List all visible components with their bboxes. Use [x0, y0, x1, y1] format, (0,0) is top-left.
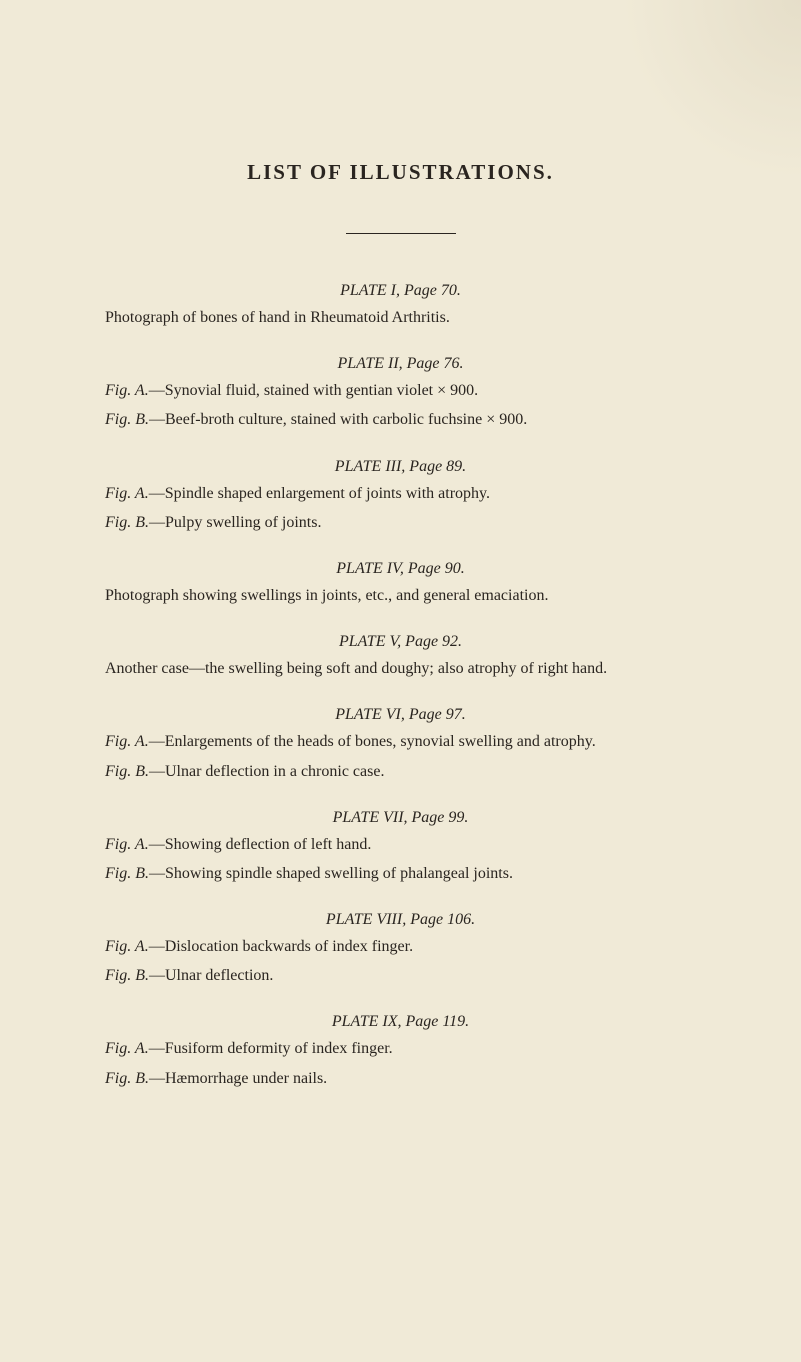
entry-text: —Hæmorrhage under nails.: [149, 1070, 327, 1087]
plate-block: PLATE III, Page 89. Fig. A.—Spindle shape…: [105, 458, 696, 534]
entry-text: Photograph of bones of hand in Rheumatoi…: [105, 309, 450, 326]
entry-text: —Pulpy swelling of joints.: [149, 514, 321, 531]
plate-block: PLATE IV, Page 90. Photograph showing swe…: [105, 560, 696, 607]
plate-block: PLATE I, Page 70. Photograph of bones of …: [105, 282, 696, 329]
fig-label: Fig. A.: [105, 938, 149, 955]
fig-label: Fig. A.: [105, 733, 149, 750]
plate-heading: PLATE VIII, Page 106.: [105, 911, 696, 929]
plate-heading: PLATE VII, Page 99.: [105, 809, 696, 827]
plate-block: PLATE VIII, Page 106. Fig. A.—Dislocation…: [105, 911, 696, 987]
entry-text: Photograph showing swellings in joints, …: [105, 587, 548, 604]
entry-line: Photograph of bones of hand in Rheumatoi…: [105, 306, 696, 329]
entry-line: Fig. A.—Showing deflection of left hand.: [105, 833, 696, 856]
page-title: LIST OF ILLUSTRATIONS.: [105, 160, 696, 185]
plate-heading: PLATE II, Page 76.: [105, 355, 696, 373]
fig-label: Fig. A.: [105, 382, 149, 399]
page-vignette: [621, 0, 801, 180]
entry-text: —Spindle shaped enlargement of joints wi…: [149, 485, 490, 502]
fig-label: Fig. A.: [105, 485, 149, 502]
plates-container: PLATE I, Page 70. Photograph of bones of …: [105, 282, 696, 1090]
entry-line: Fig. B.—Ulnar deflection in a chronic ca…: [105, 760, 696, 783]
plate-block: PLATE VI, Page 97. Fig. A.—Enlargements o…: [105, 706, 696, 782]
fig-label: Fig. A.: [105, 1040, 149, 1057]
entry-text: —Synovial fluid, stained with gentian vi…: [149, 382, 478, 399]
plate-block: PLATE VII, Page 99. Fig. A.—Showing defle…: [105, 809, 696, 885]
entry-text: —Showing deflection of left hand.: [149, 836, 372, 853]
entry-text: —Dislocation backwards of index finger.: [149, 938, 413, 955]
plate-heading: PLATE V, Page 92.: [105, 633, 696, 651]
entry-line: Fig. B.—Hæmorrhage under nails.: [105, 1067, 696, 1090]
fig-label: Fig. B.: [105, 763, 149, 780]
entry-text: —Beef-broth culture, stained with carbol…: [149, 411, 527, 428]
title-rule: [346, 233, 456, 234]
fig-label: Fig. B.: [105, 967, 149, 984]
plate-heading: PLATE IX, Page 119.: [105, 1013, 696, 1031]
plate-heading: PLATE VI, Page 97.: [105, 706, 696, 724]
entry-text: —Showing spindle shaped swelling of phal…: [149, 865, 513, 882]
entry-line: Fig. B.—Pulpy swelling of joints.: [105, 511, 696, 534]
fig-label: Fig. B.: [105, 1070, 149, 1087]
entry-text: Another case—the swelling being soft and…: [105, 660, 607, 677]
plate-heading: PLATE IV, Page 90.: [105, 560, 696, 578]
entry-line: Fig. A.—Dislocation backwards of index f…: [105, 935, 696, 958]
fig-label: Fig. B.: [105, 514, 149, 531]
entry-line: Fig. A.—Fusiform deformity of index fing…: [105, 1037, 696, 1060]
entry-text: —Fusiform deformity of index finger.: [149, 1040, 393, 1057]
entry-line: Fig. A.—Synovial fluid, stained with gen…: [105, 379, 696, 402]
entry-line: Photograph showing swellings in joints, …: [105, 584, 696, 607]
plate-block: PLATE II, Page 76. Fig. A.—Synovial fluid…: [105, 355, 696, 431]
plate-block: PLATE IX, Page 119. Fig. A.—Fusiform defo…: [105, 1013, 696, 1089]
fig-label: Fig. B.: [105, 865, 149, 882]
entry-line: Another case—the swelling being soft and…: [105, 657, 696, 680]
plate-block: PLATE V, Page 92. Another case—the swelli…: [105, 633, 696, 680]
fig-label: Fig. B.: [105, 411, 149, 428]
entry-text: —Ulnar deflection in a chronic case.: [149, 763, 384, 780]
entry-line: Fig. B.—Showing spindle shaped swelling …: [105, 862, 696, 885]
fig-label: Fig. A.: [105, 836, 149, 853]
entry-line: Fig. B.—Beef-broth culture, stained with…: [105, 408, 696, 431]
plate-heading: PLATE I, Page 70.: [105, 282, 696, 300]
plate-heading: PLATE III, Page 89.: [105, 458, 696, 476]
entry-line: Fig. A.—Enlargements of the heads of bon…: [105, 730, 696, 753]
entry-line: Fig. A.—Spindle shaped enlargement of jo…: [105, 482, 696, 505]
entry-text: —Enlargements of the heads of bones, syn…: [149, 733, 596, 750]
entry-text: —Ulnar deflection.: [149, 967, 273, 984]
entry-line: Fig. B.—Ulnar deflection.: [105, 964, 696, 987]
